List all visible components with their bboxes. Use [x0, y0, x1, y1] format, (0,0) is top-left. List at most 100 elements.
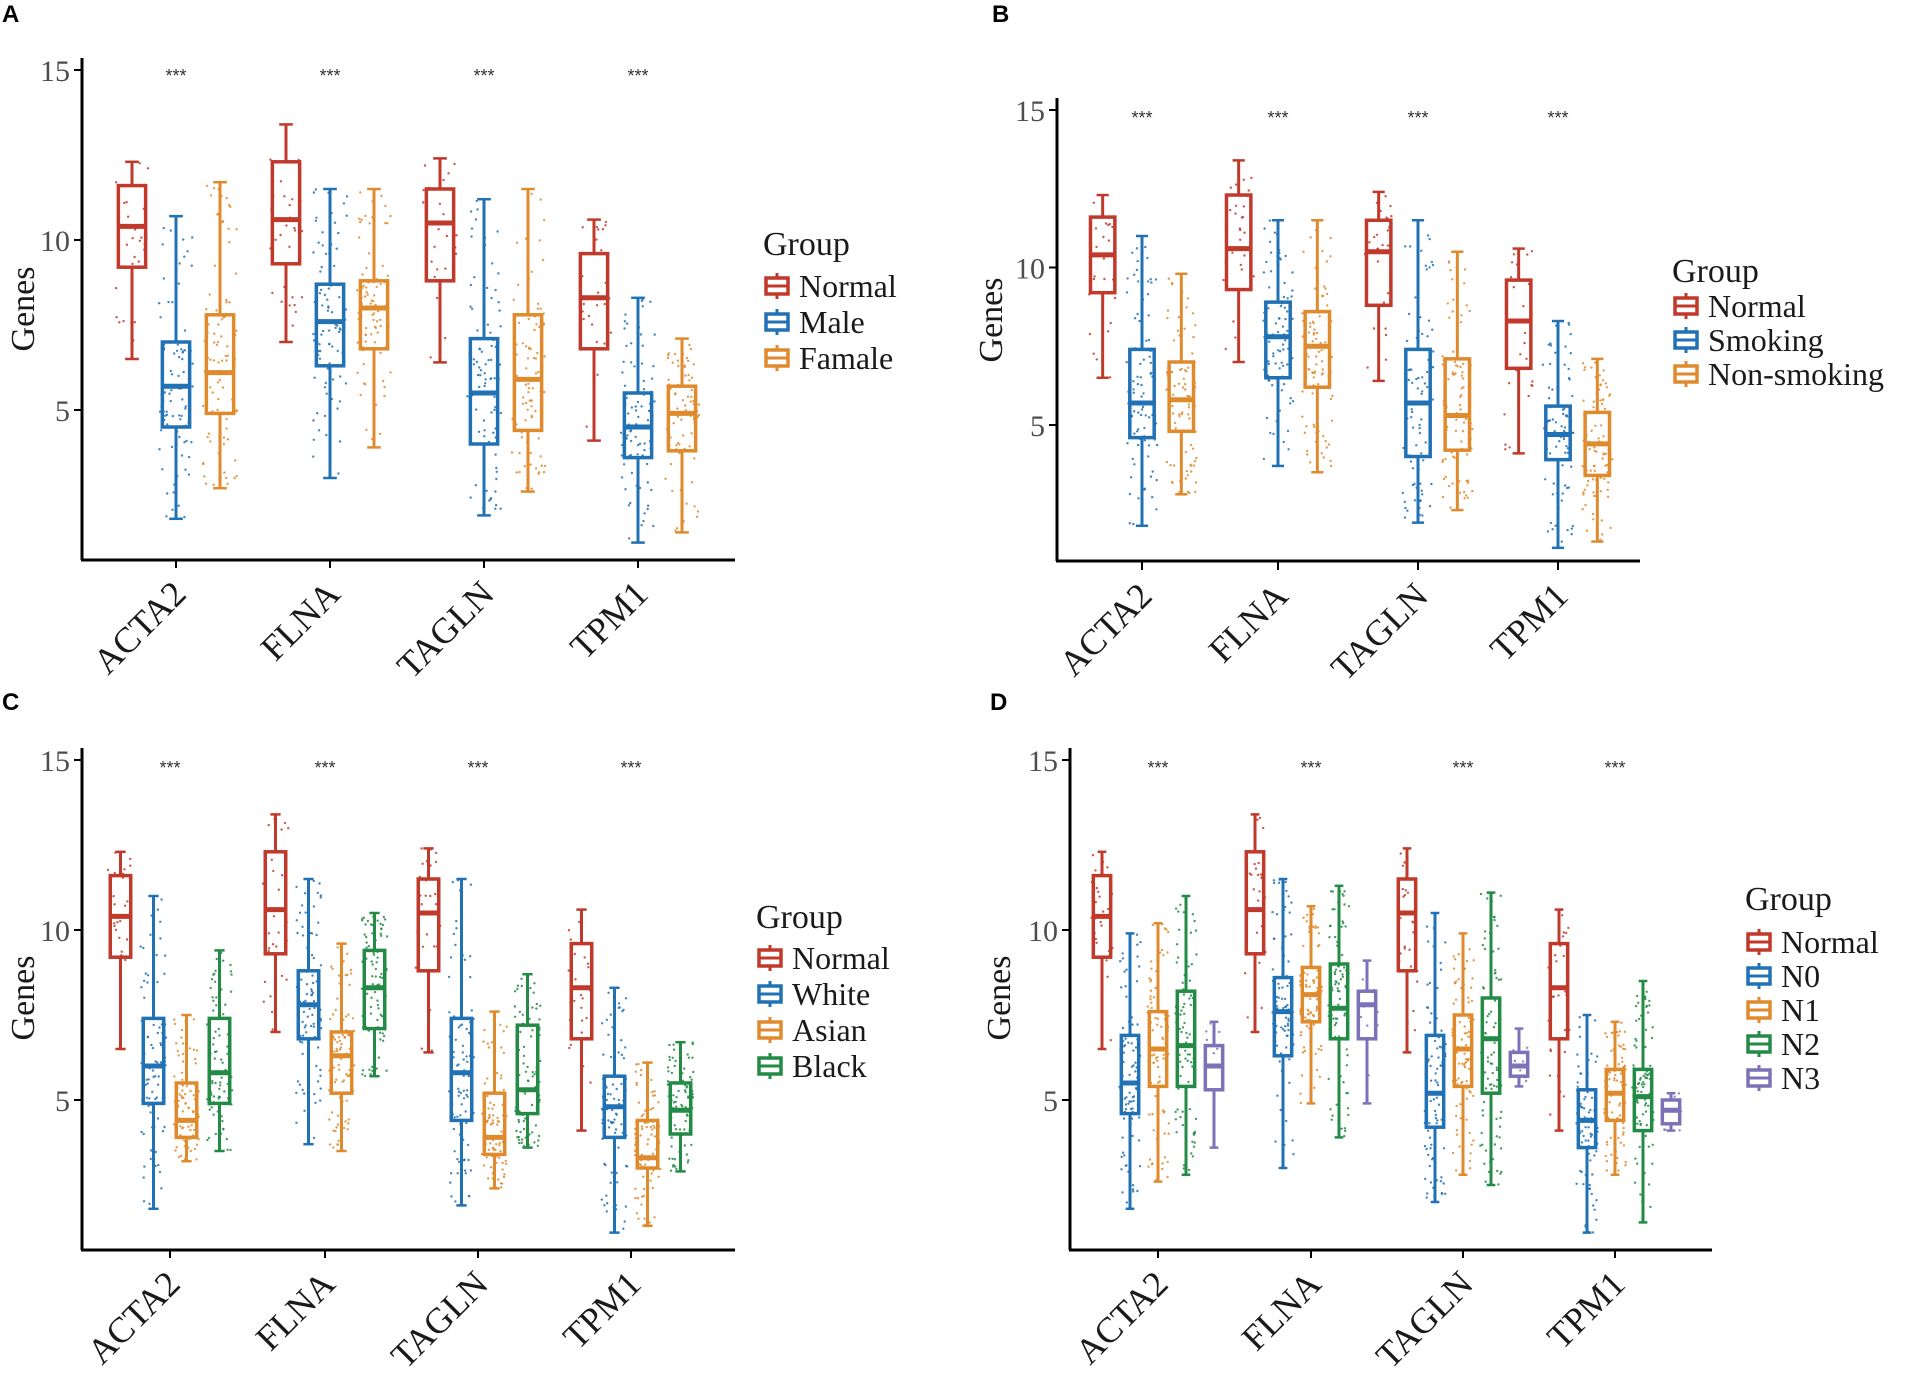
data-point [1633, 1044, 1636, 1047]
data-point [1457, 953, 1460, 956]
data-point [1303, 431, 1307, 434]
data-point [1281, 343, 1285, 346]
data-point [1269, 251, 1273, 254]
data-point [1174, 907, 1178, 910]
data-point [1583, 366, 1587, 369]
data-point [480, 1152, 484, 1156]
data-point [449, 956, 453, 959]
data-point [653, 400, 656, 403]
data-point [1309, 325, 1312, 328]
data-point [597, 228, 600, 231]
data-point [327, 287, 330, 290]
data-point [328, 329, 331, 332]
data-point [1617, 1169, 1620, 1172]
significance-label: *** [1604, 758, 1625, 778]
data-point [495, 466, 498, 470]
data-point [1309, 236, 1312, 239]
data-point [484, 363, 487, 366]
data-point [142, 1132, 145, 1136]
data-point [270, 858, 273, 861]
data-point [1315, 363, 1318, 366]
data-point [442, 178, 445, 182]
data-point [1441, 458, 1445, 462]
data-point [178, 1093, 181, 1096]
data-point [1554, 421, 1558, 424]
data-point [1459, 1103, 1462, 1106]
data-point [1563, 426, 1567, 429]
data-point [159, 316, 162, 319]
data-point [1419, 482, 1422, 485]
data-point [205, 184, 209, 188]
data-point [601, 228, 605, 231]
data-point [495, 1143, 498, 1146]
data-point [1315, 1005, 1319, 1008]
data-point [1148, 977, 1151, 980]
data-point [180, 454, 184, 457]
data-point [683, 364, 686, 367]
data-point [365, 291, 368, 294]
data-point [367, 252, 371, 255]
data-point [617, 1002, 621, 1005]
data-point [652, 1124, 655, 1128]
data-point [1581, 508, 1584, 511]
data-point [414, 966, 417, 969]
data-point [160, 898, 163, 901]
data-point [659, 1167, 662, 1171]
data-point [1315, 1009, 1318, 1012]
data-point [1299, 1101, 1303, 1105]
data-point [377, 1007, 380, 1010]
data-point [328, 1143, 332, 1146]
data-point [1636, 1090, 1640, 1093]
data-point [612, 1097, 616, 1101]
data-point [336, 1041, 339, 1044]
data-point [344, 1120, 347, 1123]
data-point [219, 1081, 222, 1084]
data-point [1189, 994, 1193, 997]
data-point [213, 264, 217, 267]
data-point [316, 412, 319, 415]
data-point [1134, 1086, 1138, 1090]
data-point [1156, 1023, 1159, 1026]
data-point [634, 1196, 637, 1200]
data-point [1567, 367, 1570, 371]
data-point [1154, 1057, 1158, 1060]
box-iqr [1175, 989, 1197, 1089]
data-point [181, 1042, 185, 1045]
data-point [1194, 481, 1198, 484]
data-point [1469, 1152, 1472, 1155]
data-point [338, 1068, 341, 1072]
data-point [1428, 1164, 1432, 1168]
data-point [1141, 405, 1145, 409]
data-point [447, 975, 451, 979]
data-point [1122, 1045, 1126, 1048]
data-point [607, 1119, 610, 1122]
data-point [319, 270, 322, 273]
data-point [180, 1094, 183, 1098]
data-point [1432, 350, 1435, 353]
data-point [1181, 411, 1184, 414]
data-point [315, 933, 318, 937]
data-point [1438, 1045, 1442, 1048]
data-point [1194, 1117, 1198, 1121]
data-point [180, 1071, 184, 1075]
data-point [1444, 475, 1448, 479]
data-point [1410, 368, 1413, 371]
data-point [1330, 419, 1334, 422]
data-point [513, 1005, 517, 1008]
data-point [151, 1046, 155, 1050]
data-point [615, 1087, 618, 1091]
data-point [375, 285, 378, 289]
data-point [147, 1078, 150, 1081]
data-point [1406, 509, 1409, 512]
x-tick-label: TPM1 [1539, 1263, 1632, 1356]
data-point [672, 421, 675, 425]
data-point [469, 1169, 472, 1172]
data-point [209, 986, 212, 990]
data-point [473, 276, 476, 279]
data-point [465, 1055, 468, 1058]
data-point [1131, 1188, 1135, 1191]
data-point [1580, 1170, 1583, 1174]
data-point [519, 1130, 522, 1134]
data-point [1366, 1024, 1369, 1027]
data-point [1499, 978, 1503, 981]
